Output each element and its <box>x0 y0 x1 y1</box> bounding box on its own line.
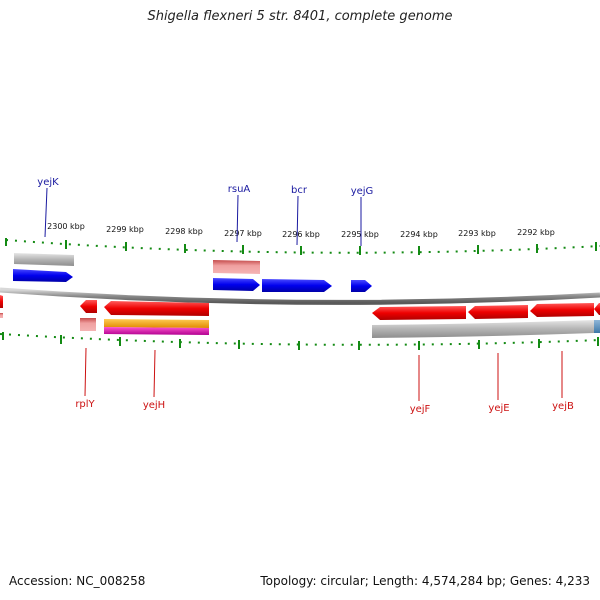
gene-label-yejk[interactable]: yejK <box>37 177 59 188</box>
gene-arrow[interactable] <box>13 269 73 282</box>
gene-arrow[interactable] <box>594 303 600 315</box>
feature-bar <box>104 319 209 328</box>
gene-label-yejh[interactable]: yejH <box>143 400 165 411</box>
gene-arrow[interactable] <box>262 279 332 292</box>
gene-label-rsua[interactable]: rsuA <box>228 184 251 195</box>
map-title: Shigella flexneri 5 str. 8401, complete … <box>147 9 453 24</box>
accession-text: Accession: NC_008258 <box>9 574 146 588</box>
gene-label-yejb[interactable]: yejB <box>552 401 574 412</box>
gene-arrow[interactable] <box>80 300 97 313</box>
reverse-gene-labels: rplY yejH yejF yejE yejB <box>75 347 574 415</box>
gene-arrow[interactable] <box>213 278 260 291</box>
tick-label: 2294 kbp <box>400 230 438 239</box>
genome-backbone <box>0 287 600 305</box>
gene-label-bcr[interactable]: bcr <box>291 185 308 196</box>
lower-tick-row <box>0 332 600 350</box>
gene-arrow[interactable] <box>0 295 3 308</box>
gene-arrow[interactable] <box>372 306 466 320</box>
feature-bar <box>14 253 74 266</box>
tick-label: 2296 kbp <box>282 230 320 239</box>
feature-bar <box>372 320 594 338</box>
feature-bar <box>104 327 209 335</box>
tick-label: 2300 kbp <box>47 222 85 231</box>
tick-label: 2299 kbp <box>106 225 144 234</box>
tick-label: 2292 kbp <box>517 228 555 237</box>
gene-arrow[interactable] <box>468 305 528 319</box>
reverse-strand-features <box>0 295 600 338</box>
tick-label: 2298 kbp <box>165 227 203 236</box>
forward-strand-features <box>13 253 372 292</box>
forward-gene-labels: yejK rsuA bcr yejG <box>37 177 373 246</box>
feature-bar <box>0 313 3 318</box>
tick-label: 2297 kbp <box>224 229 262 238</box>
gene-label-yejf[interactable]: yejF <box>410 404 431 415</box>
gene-label-yejg[interactable]: yejG <box>351 186 374 197</box>
gene-arrow[interactable] <box>104 301 209 316</box>
gene-label-rply[interactable]: rplY <box>75 399 95 410</box>
gene-arrow[interactable] <box>351 280 372 292</box>
genome-summary-text: Topology: circular; Length: 4,574,284 bp… <box>260 574 590 588</box>
feature-bar <box>213 260 260 274</box>
tick-label: 2295 kbp <box>341 230 379 239</box>
tick-label: 2293 kbp <box>458 229 496 238</box>
scale-tick-labels: 2300 kbp 2299 kbp 2298 kbp 2297 kbp 2296… <box>47 222 555 239</box>
gene-arrow[interactable] <box>530 303 594 317</box>
feature-bar <box>594 320 600 333</box>
gene-label-yeje[interactable]: yejE <box>488 403 509 414</box>
upper-tick-row <box>5 238 600 255</box>
feature-bar <box>80 318 96 331</box>
